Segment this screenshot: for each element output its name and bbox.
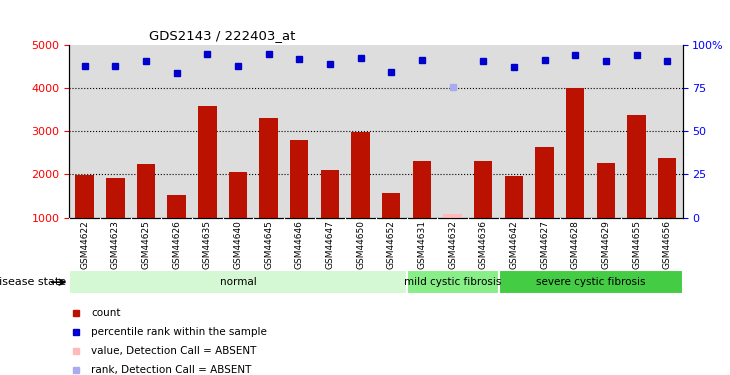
Text: GSM44646: GSM44646	[295, 220, 304, 269]
Bar	[106, 178, 125, 218]
Bar	[412, 161, 431, 218]
Text: GSM44656: GSM44656	[663, 220, 672, 269]
Bar	[228, 172, 247, 217]
Text: GSM44625: GSM44625	[142, 220, 150, 269]
Text: GSM44650: GSM44650	[356, 220, 365, 269]
Text: GSM44642: GSM44642	[510, 220, 518, 269]
Bar	[259, 118, 278, 218]
Text: GSM44626: GSM44626	[172, 220, 181, 269]
Text: GDS2143 / 222403_at: GDS2143 / 222403_at	[149, 30, 296, 42]
Bar	[75, 175, 94, 217]
Bar	[320, 170, 339, 217]
Text: GSM44622: GSM44622	[80, 220, 89, 269]
Text: percentile rank within the sample: percentile rank within the sample	[91, 327, 267, 337]
Bar	[499, 270, 683, 294]
Text: rank, Detection Call = ABSENT: rank, Detection Call = ABSENT	[91, 365, 251, 375]
Text: GSM44645: GSM44645	[264, 220, 273, 269]
Bar	[566, 88, 585, 218]
Bar	[407, 270, 499, 294]
Text: count: count	[91, 308, 120, 318]
Text: GSM44652: GSM44652	[387, 220, 396, 269]
Bar	[167, 195, 186, 217]
Bar	[382, 194, 401, 217]
Bar	[596, 163, 615, 218]
Bar	[290, 140, 309, 218]
Text: GSM44647: GSM44647	[326, 220, 334, 269]
Bar	[627, 115, 646, 218]
Text: GSM44629: GSM44629	[602, 220, 610, 269]
Text: GSM44623: GSM44623	[111, 220, 120, 269]
Bar	[443, 214, 462, 217]
Text: value, Detection Call = ABSENT: value, Detection Call = ABSENT	[91, 346, 256, 356]
Text: severe cystic fibrosis: severe cystic fibrosis	[536, 277, 645, 287]
Text: mild cystic fibrosis: mild cystic fibrosis	[404, 277, 502, 287]
Text: GSM44635: GSM44635	[203, 220, 212, 269]
Bar	[658, 158, 677, 218]
Bar	[351, 132, 370, 218]
Text: GSM44632: GSM44632	[448, 220, 457, 269]
Text: GSM44636: GSM44636	[479, 220, 488, 269]
Text: GSM44655: GSM44655	[632, 220, 641, 269]
Bar	[504, 176, 523, 218]
Bar	[69, 270, 407, 294]
Bar	[198, 106, 217, 218]
Text: normal: normal	[220, 277, 256, 287]
Text: GSM44627: GSM44627	[540, 220, 549, 269]
Text: GSM44631: GSM44631	[418, 220, 426, 269]
Bar	[137, 164, 155, 218]
Text: GSM44640: GSM44640	[234, 220, 242, 269]
Text: disease state: disease state	[0, 277, 66, 287]
Text: GSM44628: GSM44628	[571, 220, 580, 269]
Bar	[474, 161, 493, 218]
Bar	[535, 147, 554, 218]
